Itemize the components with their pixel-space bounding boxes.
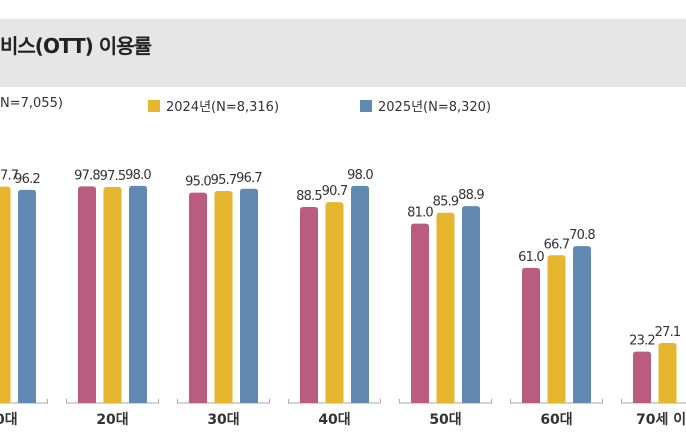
bar: [411, 223, 429, 403]
category-label: 50대: [429, 412, 461, 428]
value-label: 98.0: [125, 168, 151, 183]
bar: [214, 191, 233, 403]
category-label: 20대: [96, 412, 128, 428]
legend-item-series-1: N=7,055): [0, 96, 63, 111]
bar: [462, 206, 480, 403]
value-label: 27.1: [655, 325, 681, 340]
bar: [436, 212, 455, 403]
legend-label: 2025년(N=8,320): [378, 100, 492, 115]
bar: [658, 342, 677, 403]
bar: [18, 189, 36, 403]
bar: [633, 351, 651, 403]
legend-label: N=7,055): [0, 96, 63, 111]
bar: [129, 185, 147, 403]
category-label: 60대: [540, 412, 572, 428]
bar: [240, 188, 258, 403]
chart-title: 비스(OTT) 이용률: [0, 34, 152, 58]
legend-swatch: [360, 99, 372, 112]
legend-label: 2024년(N=8,316): [166, 100, 280, 115]
value-label: 96.7: [236, 171, 262, 186]
bar: [325, 202, 344, 403]
bar: [573, 246, 591, 403]
category-label: 10대: [0, 412, 18, 428]
bar: [300, 206, 318, 403]
value-label: 95.7: [211, 173, 237, 188]
value-label: 88.9: [458, 188, 484, 203]
legend-swatch: [148, 99, 160, 112]
legend-item-series-3: 2025년(N=8,320): [360, 96, 491, 115]
bar: [0, 186, 11, 403]
bar: [78, 186, 96, 403]
value-label: 7.7: [0, 169, 19, 184]
value-label: 97.5: [100, 169, 126, 184]
category-label: 70세 이상: [636, 411, 686, 428]
value-label: 23.2: [629, 334, 655, 349]
value-label: 66.7: [544, 237, 570, 252]
value-label: 85.9: [433, 195, 459, 210]
value-label: 90.7: [322, 184, 348, 199]
value-label: 98.0: [347, 168, 373, 183]
bar: [547, 255, 566, 403]
value-label: 81.0: [407, 206, 433, 221]
value-label: 95.0: [185, 175, 211, 190]
legend-item-series-2: 2024년(N=8,316): [148, 96, 279, 115]
bar: [522, 267, 540, 403]
value-label: 70.8: [569, 228, 595, 243]
value-label: 88.5: [296, 189, 322, 204]
bar: [103, 187, 122, 403]
category-label: 30대: [207, 412, 239, 428]
value-label: 96.2: [14, 172, 40, 187]
title-band: [0, 19, 686, 87]
bar: [351, 185, 369, 403]
value-label: 97.8: [74, 168, 100, 183]
value-label: 61.0: [518, 250, 544, 265]
bar: [189, 192, 207, 403]
category-label: 40대: [318, 412, 350, 428]
